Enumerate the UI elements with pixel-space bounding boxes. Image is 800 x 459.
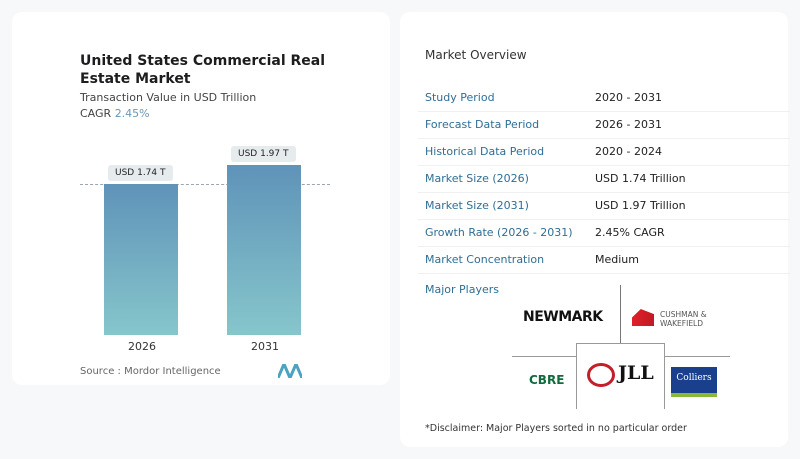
row-label: Market Concentration xyxy=(425,253,545,266)
chart-subtitle: Transaction Value in USD Trillion xyxy=(80,91,257,104)
x-tick-label: 2026 xyxy=(128,340,156,353)
newmark-logo: NEWMARK xyxy=(523,309,603,325)
overview-row: Forecast Data Period 2026 - 2031 xyxy=(418,111,790,139)
reference-line xyxy=(80,184,330,185)
mordor-logo-icon xyxy=(278,364,302,378)
overview-row: Market Concentration Medium xyxy=(418,246,790,274)
data-label: USD 1.74 T xyxy=(108,165,173,181)
overview-row: Market Size (2026) USD 1.74 Trillion xyxy=(418,165,790,193)
row-value: 2020 - 2031 xyxy=(595,91,662,104)
bar-2026 xyxy=(104,184,178,335)
row-value: USD 1.97 Trillion xyxy=(595,199,686,212)
row-value: 2.45% CAGR xyxy=(595,226,665,239)
jll-mark-icon xyxy=(587,363,615,387)
row-label: Study Period xyxy=(425,91,495,104)
overview-row: Growth Rate (2026 - 2031) 2.45% CAGR xyxy=(418,219,790,247)
overview-row: Market Size (2031) USD 1.97 Trillion xyxy=(418,192,790,220)
cushman-mark-icon xyxy=(632,309,654,326)
colliers-logo: Colliers xyxy=(671,367,717,397)
disclaimer: *Disclaimer: Major Players sorted in no … xyxy=(425,423,687,434)
major-players-title: Major Players xyxy=(425,283,499,296)
row-label: Historical Data Period xyxy=(425,145,545,158)
cagr-label: CAGR xyxy=(80,107,112,120)
x-tick-label: 2031 xyxy=(251,340,279,353)
row-value: 2020 - 2024 xyxy=(595,145,662,158)
row-value: Medium xyxy=(595,253,639,266)
row-value: USD 1.74 Trillion xyxy=(595,172,686,185)
bar-2031 xyxy=(227,165,301,335)
overview-title: Market Overview xyxy=(425,48,527,62)
data-label: USD 1.97 T xyxy=(231,146,296,162)
jll-logo: JLL xyxy=(618,362,654,384)
row-label: Market Size (2026) xyxy=(425,172,529,185)
row-label: Growth Rate (2026 - 2031) xyxy=(425,226,573,239)
cagr: CAGR 2.45% xyxy=(80,107,150,120)
row-label: Market Size (2031) xyxy=(425,199,529,212)
source: Source : Mordor Intelligence xyxy=(80,366,221,377)
row-label: Forecast Data Period xyxy=(425,118,540,131)
chart-card xyxy=(12,12,390,385)
chart-title: United States Commercial Real Estate Mar… xyxy=(80,53,326,87)
cagr-value: 2.45% xyxy=(114,107,150,120)
cushman-wakefield-logo: CUSHMAN & WAKEFIELD xyxy=(660,310,707,328)
cbre-logo: CBRE xyxy=(529,373,565,387)
overview-row: Historical Data Period 2020 - 2024 xyxy=(418,138,790,166)
overview-row: Study Period 2020 - 2031 xyxy=(418,84,790,112)
row-value: 2026 - 2031 xyxy=(595,118,662,131)
